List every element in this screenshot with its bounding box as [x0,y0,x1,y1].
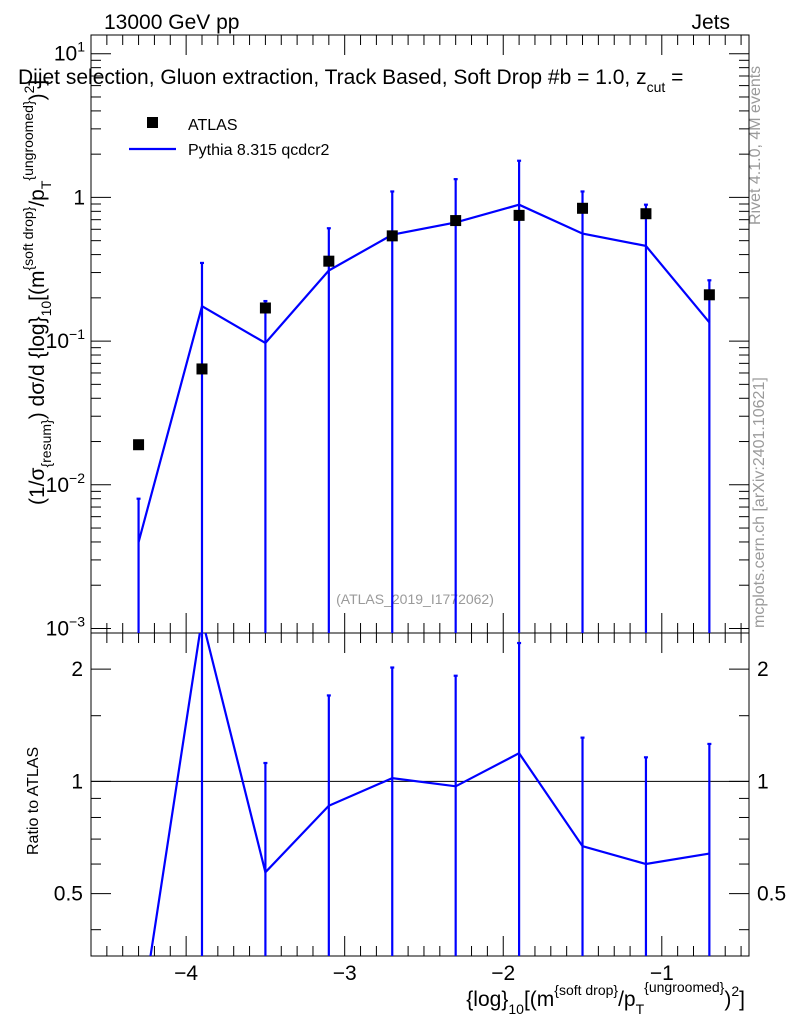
atlas-data-point [386,230,398,242]
atlas-data-point [513,209,525,221]
atlas-data-point [640,208,652,220]
atlas-data-point [323,255,335,267]
main-axes: 10−3 10−2 10−1 1 101 [46,39,749,640]
main-y-tick-label: 10−3 [46,613,86,640]
atlas-data-point [703,289,715,301]
ratio-y-axis-label: Ratio to ATLAS [25,747,42,855]
legend-data-label: ATLAS [188,117,238,134]
legend-data-marker [147,117,158,128]
ratio-axes: 0.5 0.5 1 1 2 2 [54,658,786,931]
analysis-watermark: (ATLAS_2019_I1772062) [336,591,494,607]
process-label: Jets [691,11,730,34]
mcplots-label: mcplots.cern.ch [arXiv:2401.10621] [751,377,768,628]
atlas-data-point [450,215,462,227]
atlas-data-point [577,202,589,214]
mc-series-line [137,203,711,543]
main-y-tick-label: 1 [73,186,85,209]
ratio-plot-frame [90,632,750,957]
x-axis-label: {log}10[(m{soft drop}/pT{ungroomed})2] [466,979,745,1017]
main-y-tick-label: 10−1 [46,326,86,353]
main-y-tick-label: 101 [54,39,85,66]
ratio-y-tick-label-right: 2 [757,658,769,681]
plot-title: Dijet selection, Gluon extraction, Track… [18,66,683,95]
x-tick-label: −1 [650,962,674,985]
atlas-data-point [196,363,208,375]
ratio-marks [91,633,749,956]
ratio-y-tick-label: 1 [71,770,83,793]
ratio-y-tick-label-right: 1 [757,770,769,793]
legend: ATLAS Pythia 8.315 qcdcr2 [129,117,330,159]
main-y-axis-label: (1/σ{resum}) dσ/d {log}10[(m{soft drop}/… [20,80,54,505]
main-marks [133,159,715,633]
ratio-y-tick-label-right: 0.5 [757,883,786,906]
ratio-y-tick-label: 0.5 [54,883,83,906]
x-tick-label: −3 [333,962,357,985]
x-tick-label: −4 [174,962,198,985]
atlas-data-point [133,439,145,451]
rivet-version-label: Rivet 4.1.0, 4M events [747,66,764,225]
ratio-series-line [149,633,710,956]
legend-mc-label: Pythia 8.315 qcdcr2 [188,142,330,159]
x-tick-label: −2 [491,962,515,985]
ratio-y-tick-label: 2 [71,658,83,681]
main-y-tick-label: 10−2 [46,470,86,497]
atlas-data-point [259,302,271,314]
energy-label: 13000 GeV pp [104,11,239,34]
